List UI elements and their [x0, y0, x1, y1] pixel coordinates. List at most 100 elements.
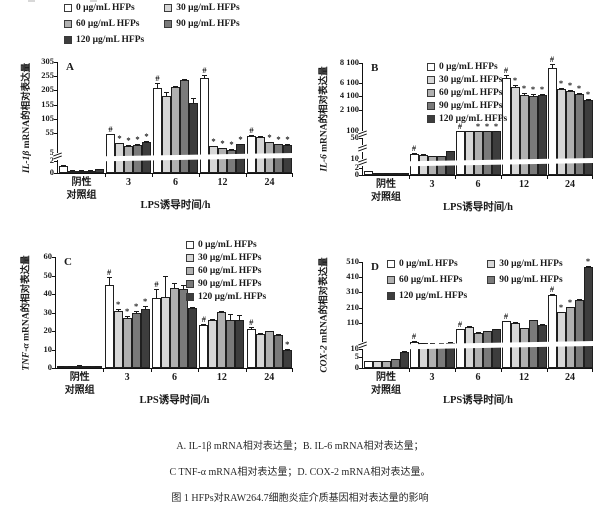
- error-bar: [438, 155, 444, 158]
- error-bar: [503, 74, 509, 79]
- x-category-label: 24: [565, 179, 575, 190]
- hash-significance-mark: #: [201, 313, 206, 324]
- bar-A-g3-s0: #: [200, 66, 209, 173]
- bar-A-g0-s3: [86, 170, 95, 173]
- y-tick-label: 55: [45, 127, 55, 138]
- legend-entry: 30 μg/mL HFPs: [186, 251, 266, 264]
- error-bar: [68, 365, 74, 367]
- y-tick-label: 205: [41, 84, 54, 95]
- y-axis-title-text: mRNA的相对表达量: [320, 257, 331, 346]
- star-significance-mark: *: [512, 75, 518, 86]
- error-bar: [267, 141, 272, 144]
- error-bar: [567, 89, 573, 92]
- error-bar: [447, 150, 453, 153]
- star-significance-mark: *: [558, 301, 564, 312]
- error-bar: [248, 327, 254, 331]
- error-bar: [475, 332, 481, 334]
- bar-A-g2-s3: [180, 79, 189, 173]
- bar-C-g0-s3: [84, 365, 94, 368]
- y-tick-label: 0: [354, 169, 359, 179]
- x-tick-mark: [150, 369, 152, 372]
- bar-group: # * * * *: [547, 55, 593, 175]
- legend-label: 30 μg/mL HFPs: [439, 74, 503, 85]
- bar-D-g4-s0: #: [547, 285, 557, 368]
- legend-label: 120 μg/mL HFPs: [399, 291, 468, 301]
- error-bar: [530, 94, 536, 97]
- error-bar: [585, 99, 591, 101]
- bar-group: # * * *: [455, 121, 501, 175]
- bar-group: # *: [246, 318, 293, 368]
- legend-label: 90 μg/mL HFPs: [439, 100, 503, 111]
- hash-significance-mark: #: [503, 64, 509, 75]
- axis-break-mark: [358, 130, 367, 138]
- y-tick-label: 110: [346, 316, 359, 327]
- x-category-label: 阴性 对照组: [371, 179, 401, 203]
- y-tick-mark: [52, 349, 56, 351]
- bar-B-g2-s0: #: [455, 121, 465, 175]
- y-tick-label: 155: [41, 98, 54, 109]
- error-bar: [429, 155, 435, 158]
- bar-B-g0-s4: [399, 172, 409, 175]
- error-bar: [374, 172, 380, 174]
- y-tick-label: 50: [350, 132, 360, 143]
- x-tick-mark: [592, 369, 593, 372]
- bar-B-g4-s0: #: [547, 55, 557, 175]
- hash-significance-mark: #: [411, 143, 417, 154]
- legend-swatch: [64, 36, 72, 44]
- star-significance-mark: *: [539, 83, 545, 94]
- y-tick-label: 2: [354, 161, 359, 172]
- bar-C-g1-s3: *: [131, 302, 141, 368]
- x-category-label: 12: [217, 177, 228, 188]
- star-significance-mark: *: [211, 135, 216, 146]
- error-bar: [237, 315, 243, 321]
- y-tick-label: 20: [43, 325, 53, 335]
- y-tick-label: 0: [47, 362, 52, 372]
- error-bar: [558, 311, 564, 314]
- error-bar: [365, 360, 371, 363]
- star-significance-mark: *: [585, 255, 591, 266]
- star-significance-mark: *: [135, 134, 140, 145]
- legend-entry: 60 μg/mL HFPs: [387, 273, 467, 287]
- cropped-text-artifact: [28, 0, 118, 2]
- bar-C-g0-s4: [93, 365, 103, 368]
- error-bar: [162, 275, 168, 298]
- bar-group: #: [409, 332, 455, 368]
- star-significance-mark: *: [484, 120, 490, 131]
- y-tick-mark: [359, 277, 363, 279]
- y-tick-mark: [52, 257, 56, 258]
- hash-significance-mark: #: [549, 54, 555, 65]
- y-tick-mark: [54, 62, 58, 63]
- error-bar: [484, 330, 490, 333]
- bar-C-g0-s0: [57, 365, 67, 368]
- legend-label: 120 μg/mL HFPs: [198, 291, 267, 302]
- legend-label: 60 μg/mL HFPs: [399, 275, 463, 285]
- legend-label: 90 μg/mL HFPs: [499, 275, 563, 285]
- y-tick-label: 4 100: [339, 90, 359, 101]
- panel-letter-b: B: [371, 62, 379, 74]
- x-tick-mark: [501, 176, 502, 179]
- hash-significance-mark: #: [411, 331, 417, 341]
- error-bar: [466, 130, 472, 133]
- legend-entry: 0 μg/mL HFPs: [387, 257, 467, 271]
- y-tick-mark: [52, 294, 56, 295]
- error-bar: [567, 306, 573, 309]
- legend-swatch: [487, 260, 496, 268]
- star-significance-mark: *: [276, 133, 281, 144]
- error-bar: [539, 93, 545, 96]
- x-tick-mark: [105, 174, 106, 177]
- error-bar: [142, 306, 148, 310]
- error-bar: [117, 142, 122, 145]
- legend-label: 0 μg/mL HFPs: [198, 239, 257, 250]
- x-tick-mark: [455, 176, 456, 179]
- y-tick-label: 40: [43, 288, 53, 298]
- error-bar: [219, 310, 225, 313]
- bar-A-g3-s1: *: [209, 137, 218, 173]
- bar-B-g3-s3: *: [528, 85, 538, 175]
- legend-label: 90 μg/mL HFPs: [176, 19, 240, 29]
- bar-C-g0-s1: [66, 365, 76, 368]
- x-tick-mark: [199, 174, 200, 177]
- legend-entry: 120 μg/mL HFPs: [387, 289, 467, 303]
- legend-entry: 90 μg/mL HFPs: [427, 99, 507, 112]
- bar-D-g0-s0: [363, 360, 373, 368]
- x-tick-mark: [501, 369, 502, 372]
